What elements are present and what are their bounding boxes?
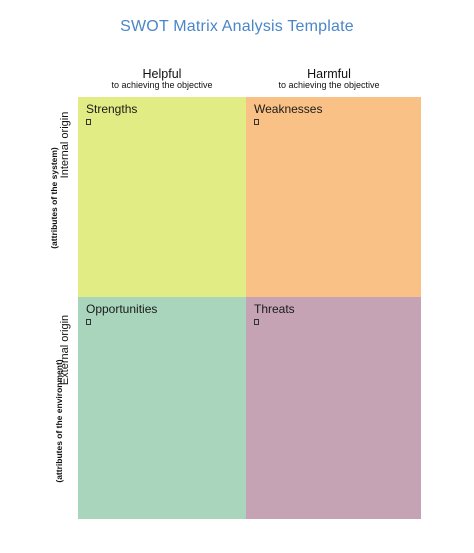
row-header-external-sub: (attributes of the environment) bbox=[49, 331, 64, 511]
bullet-box-icon bbox=[254, 119, 259, 125]
quadrant-weaknesses[interactable]: Weaknesses bbox=[246, 97, 421, 297]
column-header-harmful: Harmful to achieving the objective bbox=[245, 67, 413, 91]
column-header-harmful-label: Harmful bbox=[307, 67, 351, 81]
row-header-internal-text: Internal origin bbox=[59, 111, 71, 179]
column-header-harmful-sub: to achieving the objective bbox=[278, 80, 380, 91]
quadrant-weaknesses-label: Weaknesses bbox=[254, 102, 323, 116]
bullet-box-icon bbox=[86, 119, 91, 125]
quadrant-strengths[interactable]: Strengths bbox=[78, 97, 246, 297]
column-header-helpful: Helpful to achieving the objective bbox=[78, 67, 246, 91]
quadrant-threats[interactable]: Threats bbox=[246, 297, 421, 519]
row-header-external-sub-text: (attributes of the environment) bbox=[54, 359, 64, 483]
quadrant-strengths-label: Strengths bbox=[86, 102, 138, 116]
quadrant-opportunities-label: Opportunities bbox=[86, 302, 158, 316]
bullet-box-icon bbox=[254, 319, 259, 325]
column-header-helpful-label: Helpful bbox=[142, 67, 182, 81]
page-title: SWOT Matrix Analysis Template bbox=[120, 18, 354, 35]
column-header-helpful-sub: to achieving the objective bbox=[111, 80, 213, 91]
bullet-box-icon bbox=[86, 319, 91, 325]
quadrant-threats-label: Threats bbox=[254, 302, 295, 316]
quadrant-opportunities[interactable]: Opportunities bbox=[78, 297, 246, 519]
row-header-internal-sub-text: (attributes of the system) bbox=[49, 147, 59, 249]
row-header-internal-sub: (attributes of the system) bbox=[44, 113, 59, 283]
